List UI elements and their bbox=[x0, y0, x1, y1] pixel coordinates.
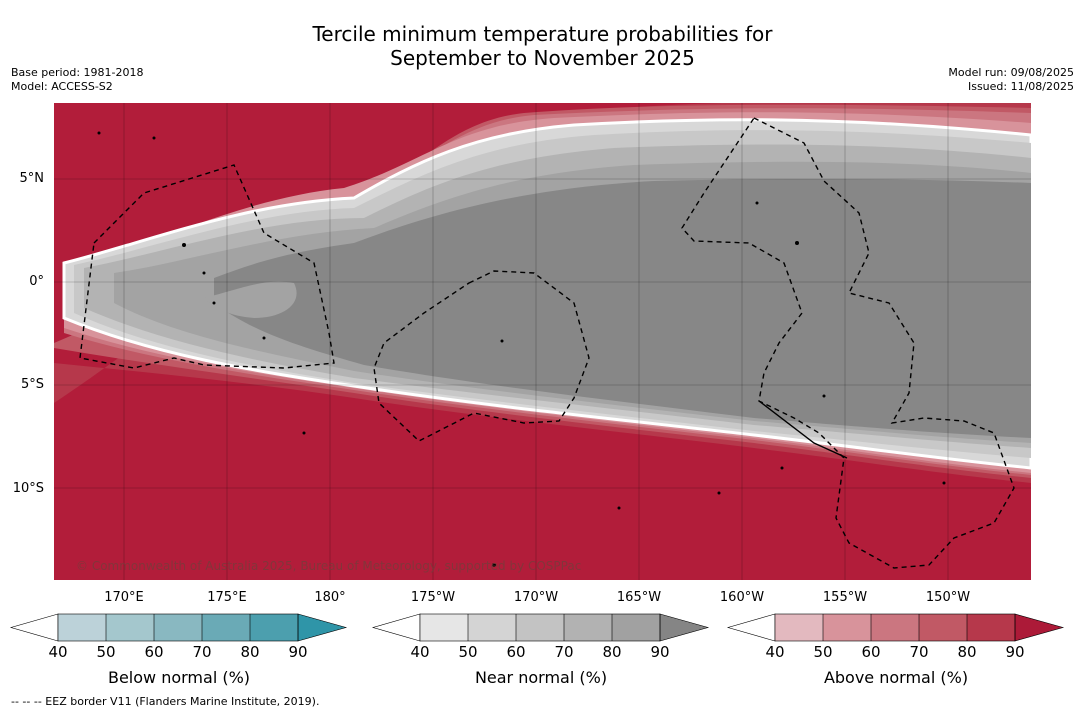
meta-left: Base period: 1981-2018 Model: ACCESS-S2 bbox=[11, 66, 143, 94]
islands bbox=[97, 131, 946, 567]
lon-label-165w: 165°W bbox=[616, 590, 662, 605]
cb-above-title: Above normal (%) bbox=[823, 668, 969, 687]
cb-below-tick-50: 50 bbox=[96, 643, 116, 661]
cb-below-tick-60: 60 bbox=[144, 643, 164, 661]
meta-right: Model run: 09/08/2025 Issued: 11/08/2025 bbox=[948, 66, 1074, 94]
lat-label-5s: 5°S bbox=[20, 377, 44, 392]
eez-cook-islands bbox=[758, 400, 848, 459]
colorbar-below-seg-3 bbox=[154, 614, 202, 641]
colorbar-near-tip-high bbox=[659, 613, 710, 642]
colorbar-below-seg-1 bbox=[58, 614, 106, 641]
title-line-2: September to November 2025 bbox=[390, 46, 695, 70]
eez-kiribati-phoenix bbox=[373, 270, 590, 442]
issued-date: Issued: 11/08/2025 bbox=[967, 80, 1074, 93]
lon-label-160w: 160°W bbox=[719, 590, 765, 605]
cb-below-tick-40: 40 bbox=[48, 643, 68, 661]
chart-title: Tercile minimum temperature probabilitie… bbox=[0, 22, 1085, 70]
cb-below-tick-80: 80 bbox=[240, 643, 260, 661]
colorbar-near-seg-4 bbox=[564, 614, 612, 641]
cb-near-tick-40: 40 bbox=[410, 643, 430, 661]
lon-label-155w: 155°W bbox=[822, 590, 868, 605]
map-near-90 bbox=[214, 178, 1031, 438]
lon-label-170e: 170°E bbox=[104, 590, 144, 605]
cb-near-tick-80: 80 bbox=[602, 643, 622, 661]
lat-label-0: 0° bbox=[29, 274, 44, 289]
cb-above-tick-90: 90 bbox=[1005, 643, 1025, 661]
colorbar-near-normal bbox=[370, 610, 715, 649]
cb-below-tick-70: 70 bbox=[192, 643, 212, 661]
colorbar-above-seg-1 bbox=[775, 614, 823, 641]
cb-near-tick-90: 90 bbox=[650, 643, 670, 661]
lat-label-5n: 5°N bbox=[19, 171, 45, 186]
colorbar-near-tip-low bbox=[371, 613, 421, 642]
colorbar-above-seg-5 bbox=[967, 614, 1015, 641]
cb-above-tick-50: 50 bbox=[813, 643, 833, 661]
colorbar-near-seg-5 bbox=[612, 614, 660, 641]
colorbar-below-tip-high bbox=[297, 613, 348, 642]
cb-near-tick-70: 70 bbox=[554, 643, 574, 661]
eez-kiribati-gilberts bbox=[79, 164, 335, 369]
colorbar-near-seg-3 bbox=[516, 614, 564, 641]
title-line-1: Tercile minimum temperature probabilitie… bbox=[312, 22, 773, 46]
colorbar-below-normal bbox=[8, 610, 353, 649]
cb-above-tick-70: 70 bbox=[909, 643, 929, 661]
lon-label-175e: 175°E bbox=[207, 590, 247, 605]
colorbar-above-seg-2 bbox=[823, 614, 871, 641]
colorbar-above-normal bbox=[725, 610, 1070, 649]
lon-label-170w: 170°W bbox=[513, 590, 559, 605]
eez-footnote: -- -- -- EEZ border V11 (Flanders Marine… bbox=[11, 695, 320, 708]
lon-label-150w: 150°W bbox=[925, 590, 971, 605]
colorbar-below-seg-5 bbox=[250, 614, 298, 641]
colorbar-near-seg-2 bbox=[468, 614, 516, 641]
model-run: Model run: 09/08/2025 bbox=[948, 66, 1074, 79]
lon-label-175w: 175°W bbox=[410, 590, 456, 605]
probability-map bbox=[54, 103, 1031, 580]
colorbar-below-seg-2 bbox=[106, 614, 154, 641]
cb-below-tick-90: 90 bbox=[288, 643, 308, 661]
map-near-80-patch bbox=[204, 281, 297, 318]
eez-borders bbox=[79, 117, 1015, 569]
colorbar-below-tip-low bbox=[9, 613, 59, 642]
lat-label-10s: 10°S bbox=[12, 481, 44, 496]
cb-near-tick-60: 60 bbox=[506, 643, 526, 661]
colorbar-above-seg-3 bbox=[871, 614, 919, 641]
cb-above-tick-40: 40 bbox=[765, 643, 785, 661]
colorbar-below-seg-4 bbox=[202, 614, 250, 641]
colorbar-above-tip-low bbox=[726, 613, 776, 642]
colorbar-above-tip-high bbox=[1014, 613, 1065, 642]
cb-near-tick-50: 50 bbox=[458, 643, 478, 661]
eez-kiribati-line bbox=[681, 117, 1015, 569]
base-period: Base period: 1981-2018 bbox=[11, 66, 144, 79]
model-name: Model: ACCESS-S2 bbox=[11, 80, 113, 93]
colorbar-near-seg-1 bbox=[420, 614, 468, 641]
lon-label-180: 180° bbox=[314, 590, 346, 605]
cb-near-title: Near normal (%) bbox=[474, 668, 608, 687]
cb-below-title: Below normal (%) bbox=[107, 668, 251, 687]
gridlines bbox=[54, 103, 1031, 580]
cb-above-tick-80: 80 bbox=[957, 643, 977, 661]
copyright-notice: © Commonwealth of Australia 2025, Bureau… bbox=[76, 559, 582, 573]
colorbar-above-seg-4 bbox=[919, 614, 967, 641]
cb-above-tick-60: 60 bbox=[861, 643, 881, 661]
